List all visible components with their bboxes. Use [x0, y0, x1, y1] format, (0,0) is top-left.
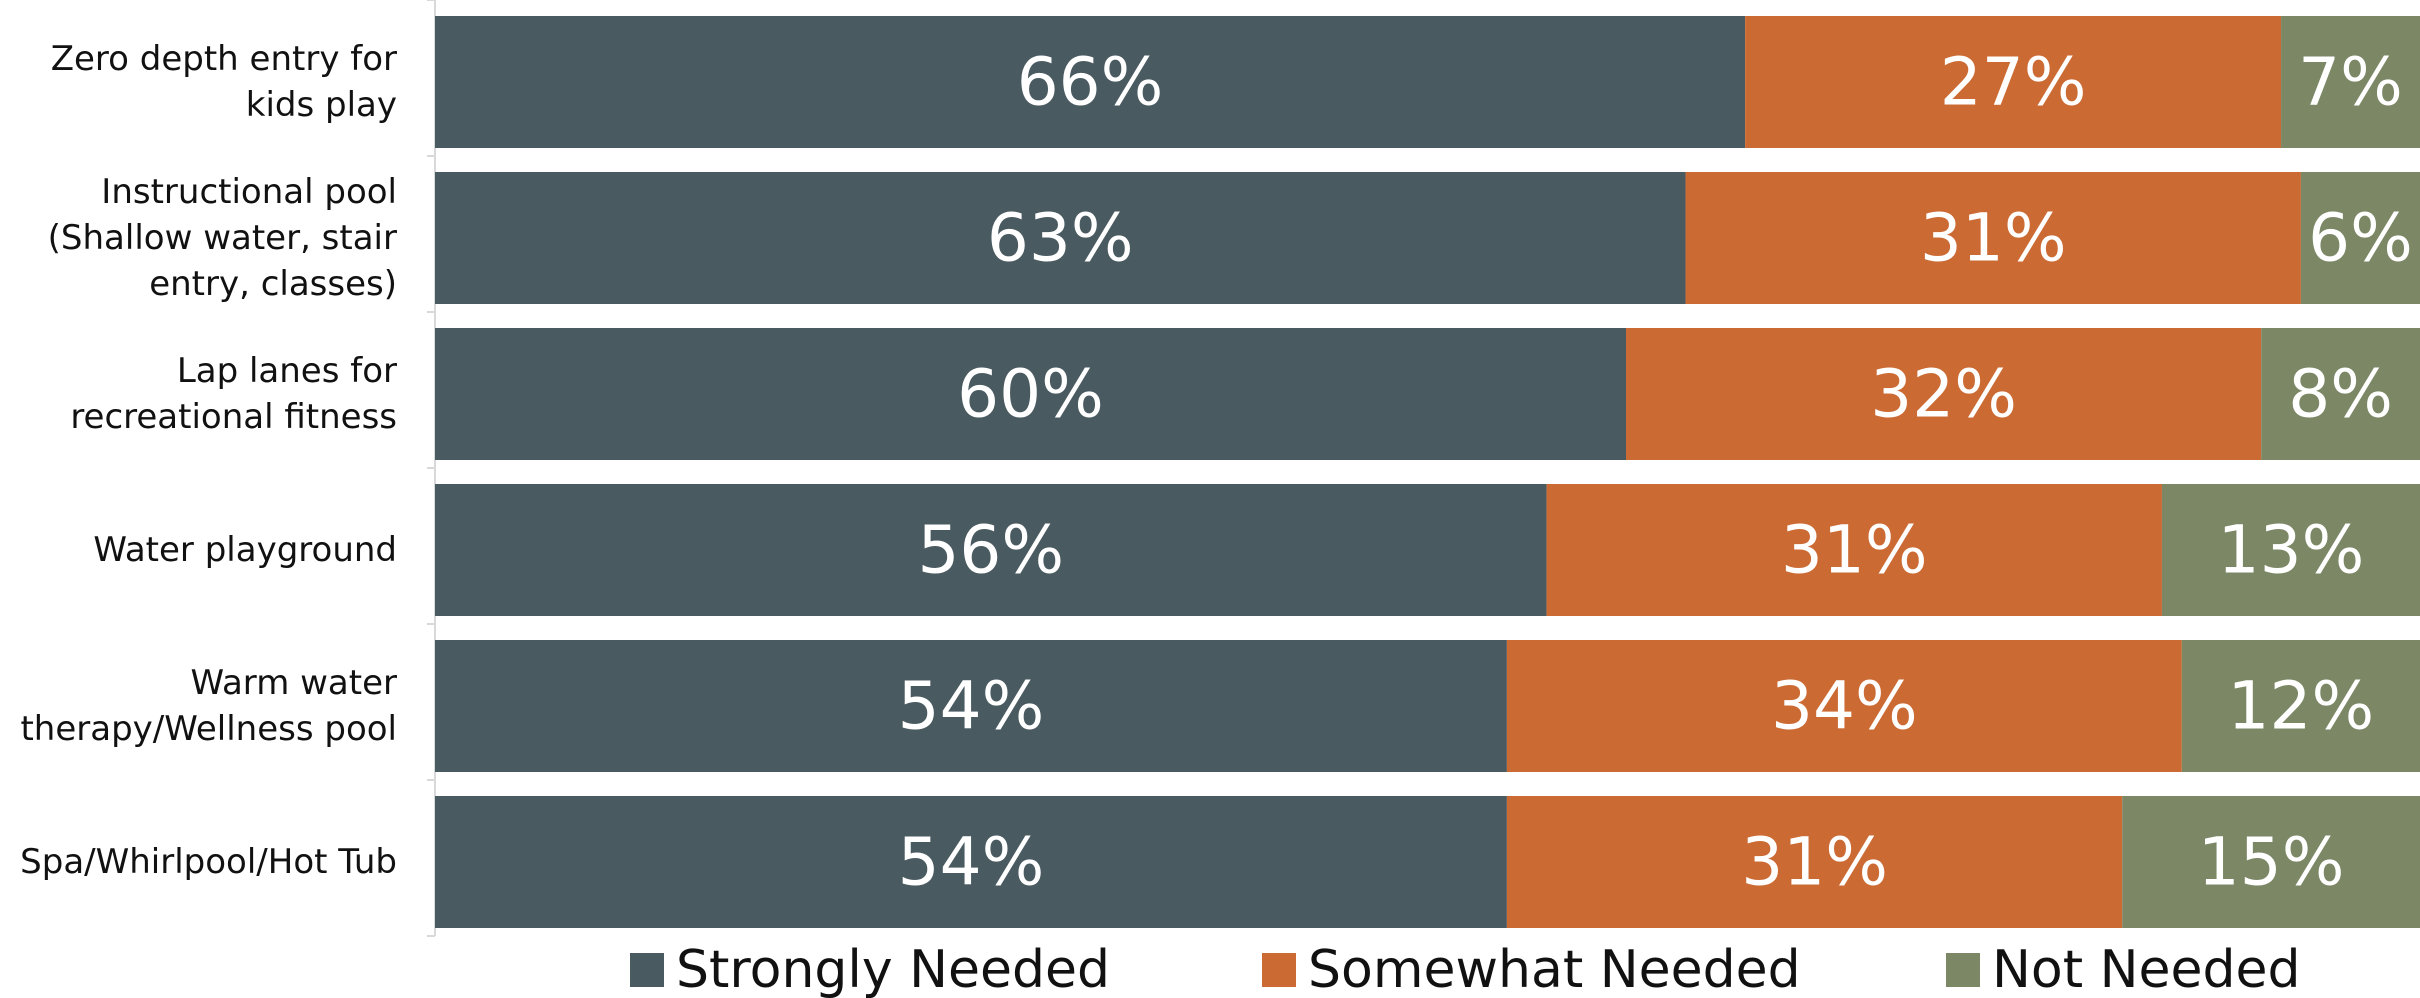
bar-segment [2161, 484, 2420, 616]
bar-segment [1506, 796, 2123, 928]
data-label: 6% [2308, 200, 2413, 277]
data-label: 12% [2228, 668, 2375, 745]
bar-segment [1546, 484, 2162, 616]
legend-entry: Not Needed [1992, 940, 2301, 998]
data-label: 54% [898, 668, 1045, 745]
legend-swatch [1946, 953, 1980, 987]
legend-entry: Strongly Needed [676, 940, 1110, 998]
bar-segment [435, 172, 1686, 304]
category-label: Spa/Whirlpool/Hot Tub [20, 842, 397, 882]
data-label: 7% [2298, 44, 2403, 121]
bar-segment [1626, 328, 2262, 460]
bar-segment [435, 640, 1507, 772]
category-label: Instructional pool (Shallow water, stair e… [48, 172, 397, 304]
data-label: 56% [917, 512, 1064, 589]
category-label: Zero depth entry for kids play [51, 39, 397, 125]
data-label: 27% [1940, 44, 2087, 121]
bar-segment [1745, 16, 2282, 148]
bar-segment [2261, 328, 2420, 460]
data-label: 34% [1771, 668, 1918, 745]
data-label: 60% [957, 356, 1104, 433]
data-label: 8% [2288, 356, 2393, 433]
category-label: Warm water therapy/Wellness pool [20, 663, 397, 749]
bar-segment [435, 796, 1507, 928]
bar-segment [2281, 16, 2420, 148]
bar-segment [435, 16, 1746, 148]
data-label: 32% [1870, 356, 2017, 433]
bar-segment [2181, 640, 2420, 772]
bar-segment [1506, 640, 2182, 772]
legend-swatch [1262, 953, 1296, 987]
data-label: 31% [1781, 512, 1928, 589]
bar-segment [435, 484, 1547, 616]
data-label: 54% [898, 824, 1045, 901]
bar-segment [2122, 796, 2420, 928]
legend-swatch [630, 953, 664, 987]
bar-segment [2300, 172, 2420, 304]
data-label: 66% [1017, 44, 1164, 121]
data-label: 31% [1920, 200, 2067, 277]
category-label: Water playground [93, 530, 397, 570]
category-label: Lap lanes for recreational fitness [70, 351, 397, 437]
data-label: 13% [2218, 512, 2365, 589]
legend-entry: Somewhat Needed [1308, 940, 1801, 998]
data-label: 31% [1741, 824, 1888, 901]
bar-segment [1685, 172, 2301, 304]
data-label: 63% [987, 200, 1134, 277]
data-label: 15% [2198, 824, 2345, 901]
bar-segment [435, 328, 1626, 460]
